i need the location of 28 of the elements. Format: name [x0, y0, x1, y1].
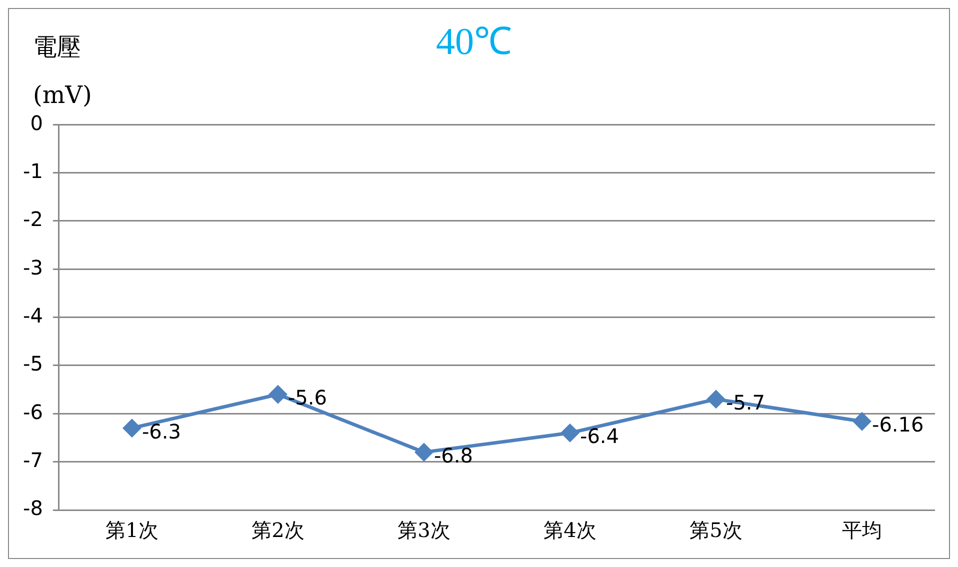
data-label: -6.8 — [434, 443, 473, 468]
data-label: -6.3 — [142, 419, 181, 444]
data-label: -5.6 — [288, 386, 327, 410]
x-tick-label: 第5次 — [690, 518, 742, 542]
y-tick-label: -3 — [22, 255, 43, 280]
y-tick-label: -1 — [22, 158, 43, 183]
y-tick-label: -5 — [22, 352, 43, 376]
x-tick-label: 第2次 — [252, 518, 304, 542]
x-tick-label: 第1次 — [106, 518, 158, 542]
y-tick-label: -7 — [22, 448, 43, 472]
data-label: -6.4 — [580, 424, 620, 448]
y-axis-title: 電壓 (mV) — [33, 33, 92, 110]
y-tick-label: -2 — [22, 207, 43, 232]
y-tick-label: 0 — [30, 110, 43, 135]
y-tick-label: -6 — [22, 400, 43, 424]
point — [707, 390, 725, 408]
x-tick-label: 平均 — [842, 518, 882, 542]
x-tick-label: 第4次 — [544, 518, 596, 542]
point — [269, 386, 287, 404]
point — [561, 424, 579, 442]
point — [853, 412, 871, 430]
y-tick-label: -4 — [22, 304, 43, 328]
x-tick-label: 第3次 — [398, 518, 450, 542]
chart-title: 40℃ — [436, 20, 512, 63]
y-tick-label: -8 — [22, 496, 43, 520]
data-label: -6.16 — [872, 412, 924, 437]
point — [415, 443, 433, 461]
point — [123, 419, 141, 437]
